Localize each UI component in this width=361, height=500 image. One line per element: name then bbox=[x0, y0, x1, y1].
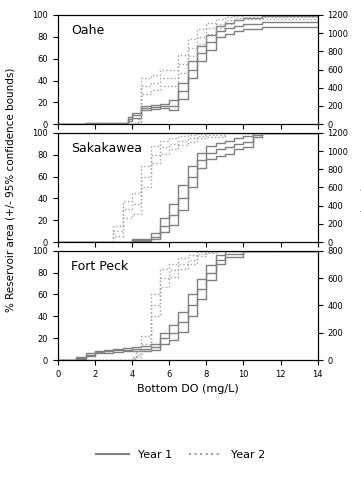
Text: Oahe: Oahe bbox=[71, 24, 104, 36]
Legend: Year 1, Year 2: Year 1, Year 2 bbox=[91, 446, 270, 464]
Text: Sakakawea: Sakakawea bbox=[71, 142, 142, 154]
Y-axis label: Area (km²): Area (km²) bbox=[360, 162, 361, 214]
Text: Fort Peck: Fort Peck bbox=[71, 260, 128, 272]
X-axis label: Bottom DO (mg/L): Bottom DO (mg/L) bbox=[137, 384, 239, 394]
Text: % Reservoir area (+/- 95% confidence bounds): % Reservoir area (+/- 95% confidence bou… bbox=[6, 68, 16, 312]
